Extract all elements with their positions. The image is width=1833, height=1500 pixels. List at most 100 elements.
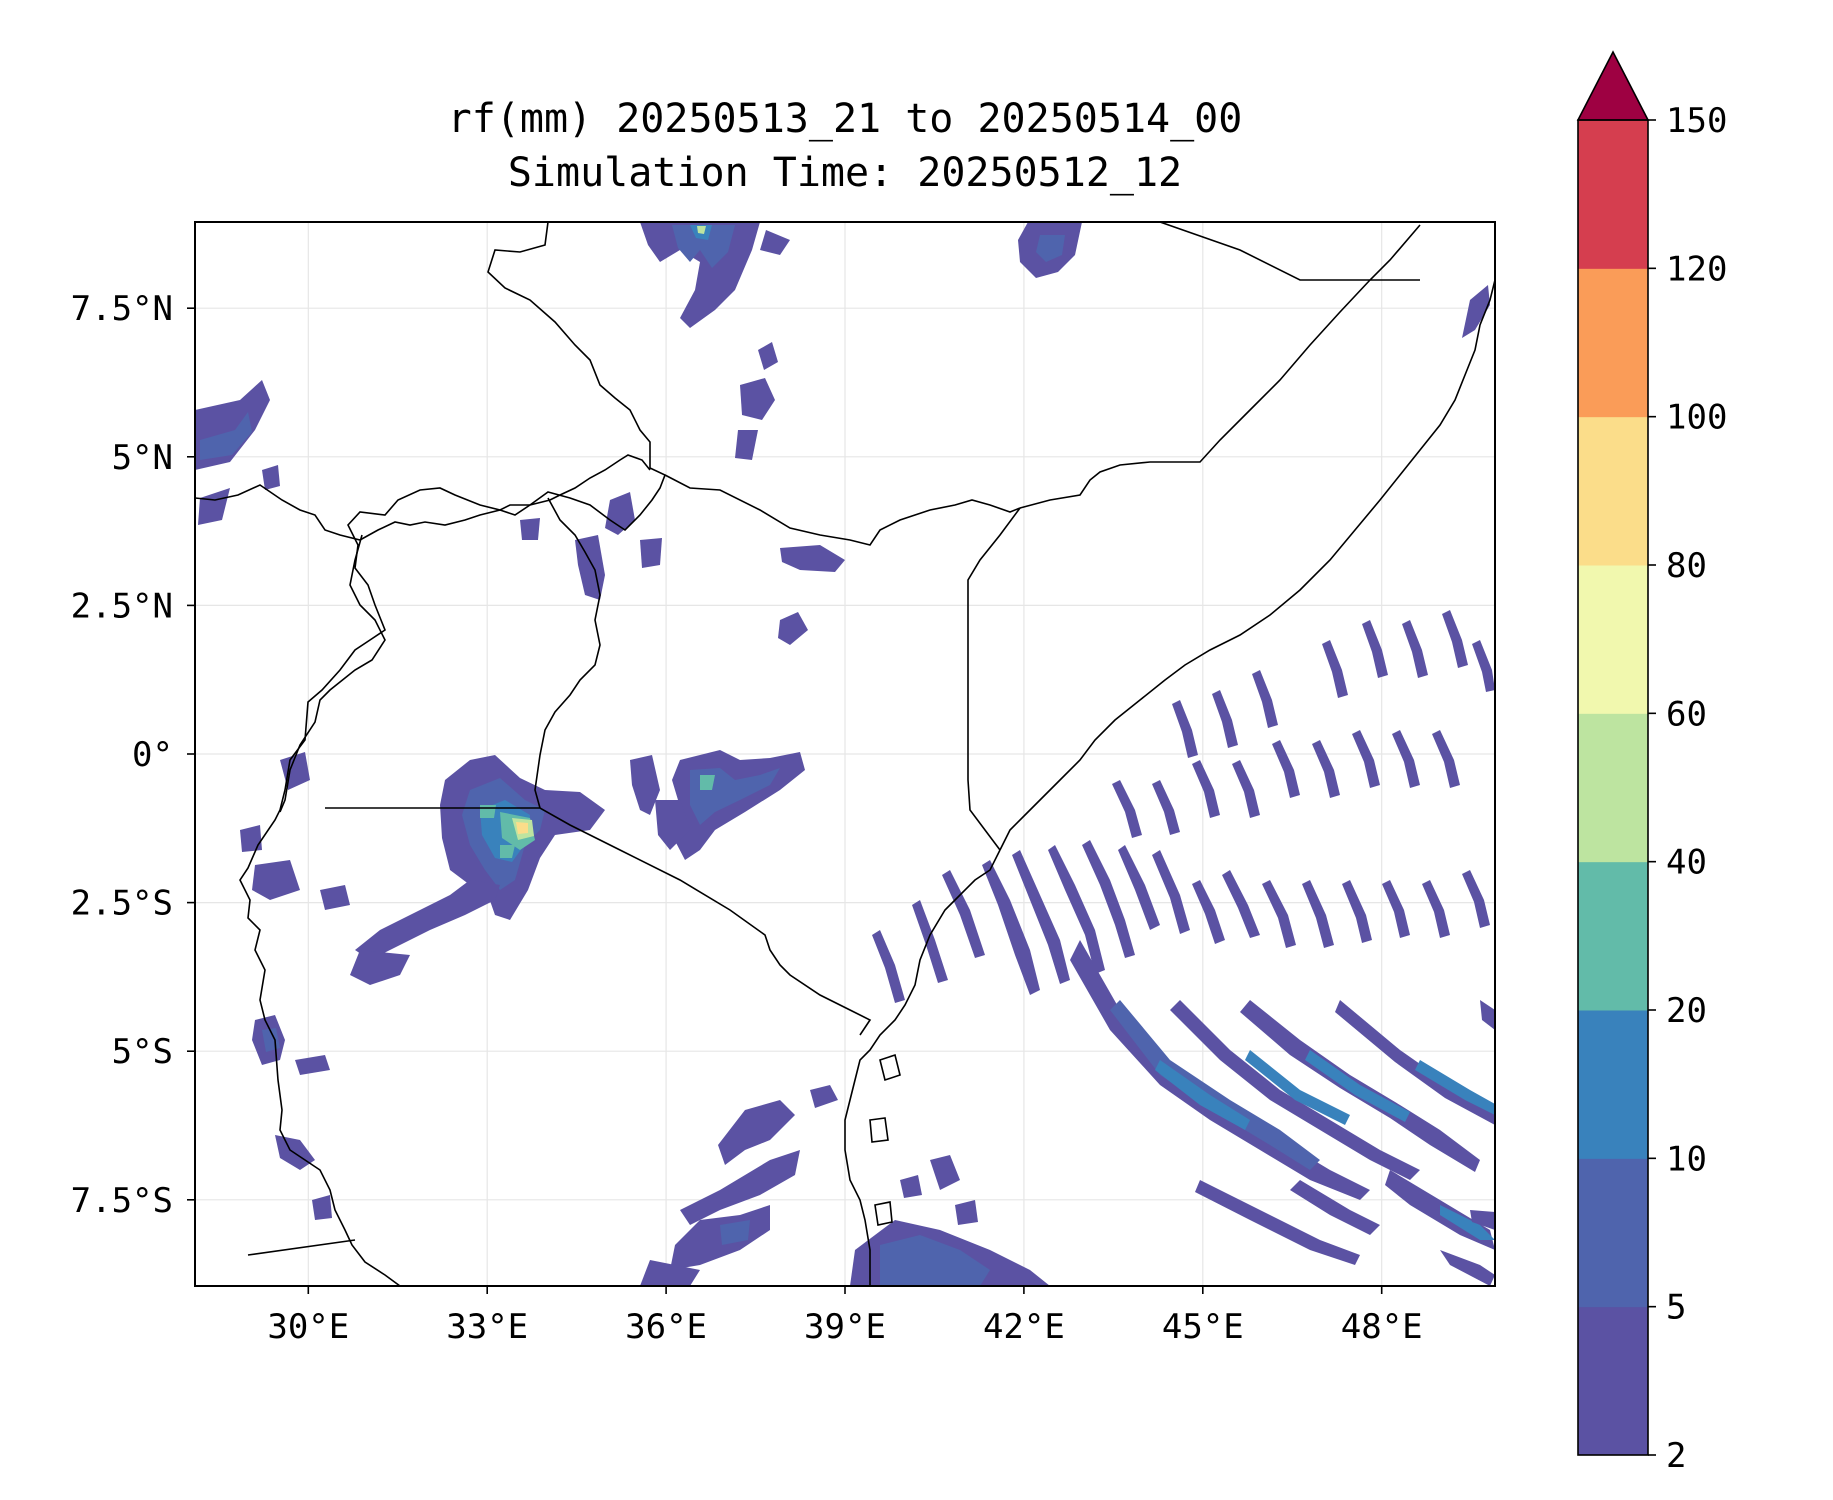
rain-band xyxy=(1342,880,1372,943)
rain-patch xyxy=(575,535,605,600)
rain-band xyxy=(1382,880,1410,938)
rain-band xyxy=(1462,285,1490,338)
rain-band xyxy=(1262,880,1296,948)
rain-band xyxy=(1232,760,1260,818)
rain-patch xyxy=(516,822,528,834)
rain-band xyxy=(1222,870,1260,938)
rain-patch xyxy=(720,1220,750,1245)
border-line xyxy=(967,507,1021,851)
rain-band xyxy=(1302,880,1334,948)
rain-band xyxy=(1212,690,1238,748)
colorbar-segment xyxy=(1578,1158,1648,1308)
y-tick-label: 7.5°S xyxy=(71,1181,173,1221)
rain-band xyxy=(1472,640,1495,692)
rain-band xyxy=(1252,670,1278,728)
rain-band xyxy=(1335,1000,1495,1125)
border-line xyxy=(279,534,386,813)
border-line xyxy=(529,454,651,506)
rain-band xyxy=(1402,620,1428,678)
rain-patch xyxy=(630,755,660,815)
rain-patch xyxy=(240,825,262,852)
rain-patch xyxy=(198,488,230,525)
precipitation-field xyxy=(195,222,1495,1286)
border-line xyxy=(1019,224,1421,509)
island-outline xyxy=(879,1053,901,1082)
colorbar-tick-label: 10 xyxy=(1666,1139,1707,1179)
map-title-line-2: Simulation Time: 20250512_12 xyxy=(507,150,1183,196)
border-line xyxy=(534,497,601,809)
rain-patch xyxy=(735,430,758,460)
colorbar-tick-label: 40 xyxy=(1666,843,1707,883)
rain-patch xyxy=(480,805,496,818)
border-line xyxy=(195,484,530,541)
rain-patch xyxy=(605,492,635,535)
coastline xyxy=(844,849,1001,1286)
colorbar-tick-label: 20 xyxy=(1666,991,1707,1031)
x-tick-label: 30°E xyxy=(267,1307,349,1347)
rain-patch xyxy=(640,222,760,328)
y-tick-label: 5°S xyxy=(112,1032,173,1072)
colorbar-tick-label: 5 xyxy=(1666,1288,1686,1328)
rain-patch xyxy=(355,880,500,960)
colorbar-tick-label: 2 xyxy=(1666,1436,1686,1476)
border-line xyxy=(325,807,872,1036)
rain-band xyxy=(1170,1000,1420,1180)
y-tick-label: 7.5°N xyxy=(71,289,173,329)
colorbar: 2 5 10 20 40 60 80 100 120 150 xyxy=(1576,50,1727,1476)
rain-patch xyxy=(780,545,845,572)
rain-patch xyxy=(1036,235,1065,262)
colorbar-segment xyxy=(1578,268,1648,418)
rain-band xyxy=(1155,1060,1250,1130)
y-axis: 7.5°N 5°N 2.5°N 0° 2.5°S 5°S 7.5°S xyxy=(71,289,195,1221)
rain-patch xyxy=(718,1100,795,1165)
rain-band xyxy=(1048,845,1105,974)
colorbar-segment xyxy=(1578,416,1648,566)
rain-patch xyxy=(760,230,790,255)
colorbar-tick-label: 60 xyxy=(1666,694,1707,734)
rain-band xyxy=(1192,760,1220,818)
rain-band xyxy=(1245,1050,1350,1125)
rain-band xyxy=(1362,620,1388,678)
colorbar-tick-label: 120 xyxy=(1666,249,1727,289)
rain-patch xyxy=(520,518,540,540)
rain-band xyxy=(942,870,985,958)
island-outline xyxy=(874,1201,893,1226)
rain-band xyxy=(1172,700,1198,758)
rain-band xyxy=(1432,730,1460,788)
y-tick-label: 0° xyxy=(132,735,173,775)
rain-band xyxy=(1012,850,1070,984)
border-line xyxy=(1159,222,1420,281)
rain-band xyxy=(1440,1205,1495,1240)
rain-patch xyxy=(252,860,300,900)
rain-band xyxy=(1442,610,1468,668)
rain-patch xyxy=(655,800,690,850)
rain-patch xyxy=(810,1085,838,1108)
rain-band xyxy=(1322,640,1348,698)
rain-patch xyxy=(880,1235,990,1286)
rain-band xyxy=(912,900,948,983)
colorbar-tick-label: 150 xyxy=(1666,101,1727,141)
rain-band xyxy=(1118,845,1160,930)
rain-patch xyxy=(700,775,715,790)
rain-band xyxy=(1290,1180,1380,1235)
rain-band xyxy=(1392,730,1420,788)
rain-patch xyxy=(500,845,515,858)
rain-patch xyxy=(200,412,252,460)
rain-patch xyxy=(295,1055,330,1075)
rain-band xyxy=(1082,840,1135,958)
colorbar-segment xyxy=(1578,1010,1648,1159)
rain-band xyxy=(1422,880,1450,938)
rain-band xyxy=(1305,1050,1410,1122)
rain-patch xyxy=(740,378,775,420)
rain-band xyxy=(1415,1060,1495,1115)
rain-band xyxy=(1152,780,1180,835)
gridlines xyxy=(195,222,1495,1286)
ocean-rain-bands xyxy=(872,285,1495,1286)
colorbar-frame xyxy=(1577,119,1649,1456)
rain-band xyxy=(1470,1210,1495,1230)
rain-patch xyxy=(320,885,350,910)
rain-band xyxy=(1312,740,1340,798)
x-axis: 30°E 33°E 36°E 39°E 42°E 45°E 48°E xyxy=(267,1286,1423,1347)
x-tick-label: 42°E xyxy=(983,1307,1065,1347)
